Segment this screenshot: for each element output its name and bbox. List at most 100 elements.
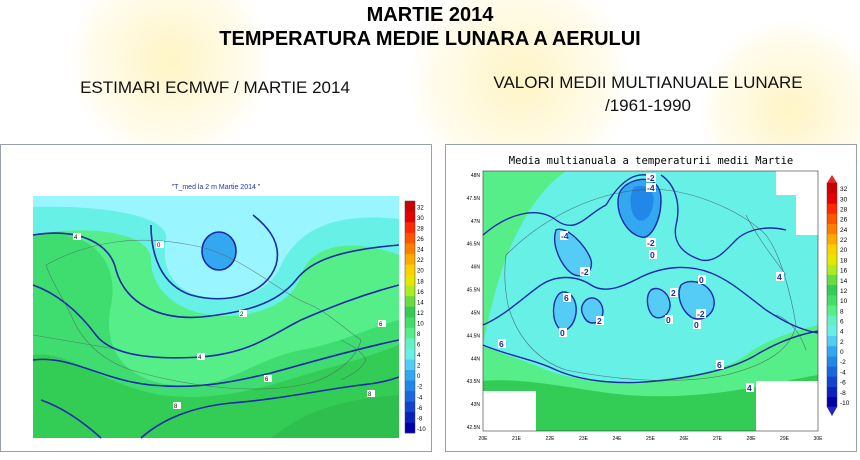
colorbar-swatch <box>405 211 415 223</box>
latitude-label: 45.5N <box>467 288 481 294</box>
latitude-label: 43N <box>471 402 481 408</box>
colorbar-label: 4 <box>417 353 421 359</box>
colorbar-label: 20 <box>840 247 848 254</box>
clim-contour-label-0c: 0 <box>666 315 671 325</box>
right-heading-line2: /1961-1990 <box>604 96 692 115</box>
colorbar-label: 8 <box>417 332 421 338</box>
colorbar-swatch <box>827 386 837 398</box>
left-heading: ESTIMARI ECMWF / MARTIE 2014 <box>80 78 350 97</box>
colorbar-swatch <box>405 359 415 371</box>
colorbar-label: -8 <box>840 390 846 397</box>
clim-contour-label-0a: 0 <box>650 250 655 260</box>
colorbar-label: -4 <box>840 369 846 376</box>
colorbar-label: 26 <box>417 237 424 243</box>
contour-label-2: 2 <box>240 312 244 318</box>
colorbar-swatch <box>827 183 837 194</box>
colorbar-swatch <box>827 345 837 357</box>
colorbar-swatch <box>405 422 415 434</box>
clim-contour-label-4d: 4 <box>747 383 752 393</box>
colorbar-label: 4 <box>840 329 844 336</box>
colorbar-swatch <box>405 348 415 360</box>
latitude-label: 46.5N <box>467 242 481 248</box>
ecmwf-borders <box>32 239 367 390</box>
longitude-label: 26E <box>680 436 690 442</box>
longitude-label: 23E <box>579 436 589 442</box>
colorbar-label: -6 <box>840 380 846 387</box>
colorbar-swatch <box>827 244 837 255</box>
longitude-label: 22E <box>546 436 556 442</box>
colorbar-label: 14 <box>417 300 424 306</box>
colorbar-label: 28 <box>417 227 424 233</box>
latitude-label: 47N <box>471 219 481 225</box>
colorbar-swatch <box>405 338 415 349</box>
colorbar-swatch <box>827 325 837 337</box>
climatology-map-panel: Media multianuala a temperaturii medii M… <box>445 144 857 452</box>
colorbar-swatch <box>827 295 837 306</box>
colorbar-swatch <box>827 376 837 387</box>
colorbar-swatch <box>405 411 415 423</box>
colorbar-swatch <box>405 232 415 244</box>
clim-contour-label-2a: 2 <box>597 316 602 326</box>
contour-label-4b: 4 <box>198 355 202 361</box>
longitude-label: 24E <box>613 436 623 442</box>
ecmwf-map-title: "T_med la 2 m Martie 2014 " <box>172 184 261 191</box>
colorbar-label: 6 <box>417 343 421 349</box>
colorbar-label: 18 <box>417 279 424 285</box>
colorbar-swatch <box>405 390 415 402</box>
right-heading-line1: VALORI MEDII MULTIANUALE LUNARE <box>493 73 803 92</box>
longitude-label: 21E <box>512 436 522 442</box>
page-subtitle: TEMPERATURA MEDIE LUNARA A AERULUI <box>219 28 641 50</box>
colorbar-swatch <box>827 284 837 296</box>
colorbar-swatch <box>827 305 837 316</box>
colorbar-label: 2 <box>417 364 421 370</box>
latitude-label: 46N <box>471 265 481 271</box>
colorbar-label: 24 <box>840 227 848 234</box>
colorbar-label: 16 <box>840 268 848 275</box>
ecmwf-colorbar <box>404 200 416 434</box>
colorbar-label: -8 <box>417 416 423 422</box>
colorbar-swatch <box>827 203 837 214</box>
colorbar-swatch <box>405 401 415 413</box>
climatology-borders <box>504 189 807 381</box>
clim-contour-label-minus4: -4 <box>647 183 655 193</box>
clim-contour-label-minus2: -2 <box>647 173 655 183</box>
ecmwf-temperature-map: "T_med la 2 m Martie 2014 " 0 2 <box>32 184 426 439</box>
colorbar-swatch <box>405 317 415 328</box>
colorbar-swatch <box>827 233 837 245</box>
colorbar-swatch <box>827 356 837 367</box>
contour-label-8b: 8 <box>368 392 372 398</box>
clim-contour-label-4b: 6 <box>564 293 569 303</box>
latitude-label: 47.5N <box>467 196 481 202</box>
colorbar-label: 10 <box>417 321 424 327</box>
colorbar-label: 28 <box>840 207 848 214</box>
colorbar-label: 2 <box>840 339 844 346</box>
climatology-contour-labels: -2 -4 -2 0 -4 -2 6 0 2 2 0 0 -2 0 6 6 4 … <box>498 173 784 393</box>
colorbar-swatch <box>405 201 415 212</box>
colorbar-swatch <box>827 213 837 225</box>
climatology-map-frame <box>482 170 819 432</box>
clim-contour-label-0d: 0 <box>699 275 704 285</box>
colorbar-label: -4 <box>417 395 423 401</box>
colorbar-label: 32 <box>840 186 848 193</box>
colorbar-label: 30 <box>417 216 424 222</box>
colorbar-label: 10 <box>840 298 848 305</box>
colorbar-label: 30 <box>840 196 848 203</box>
latitude-labels: 48N 47.5N 47N 46.5N 46N 45.5N 45N 44.5N 44N 43.5N… <box>467 173 481 431</box>
clim-contour-label-6b: 6 <box>717 360 722 370</box>
colorbar-swatch <box>405 285 415 297</box>
colorbar-label: 16 <box>417 290 424 296</box>
colorbar-swatch <box>405 380 415 392</box>
colorbar-swatch <box>405 369 415 381</box>
colorbar-label: 24 <box>417 248 424 254</box>
colorbar-label: -6 <box>417 406 423 412</box>
clim-contour-label-2b: 2 <box>671 288 676 298</box>
contour-label-6b: 6 <box>379 322 383 328</box>
colorbar-label: 18 <box>840 257 848 264</box>
colorbar-swatch <box>827 274 837 286</box>
ecmwf-map-panel: "T_med la 2 m Martie 2014 " 0 2 <box>0 144 432 452</box>
climatology-temperature-map: Media multianuala a temperaturii medii M… <box>467 155 850 442</box>
latitude-label: 43.5N <box>467 379 481 385</box>
colorbar-label: 22 <box>417 258 424 264</box>
